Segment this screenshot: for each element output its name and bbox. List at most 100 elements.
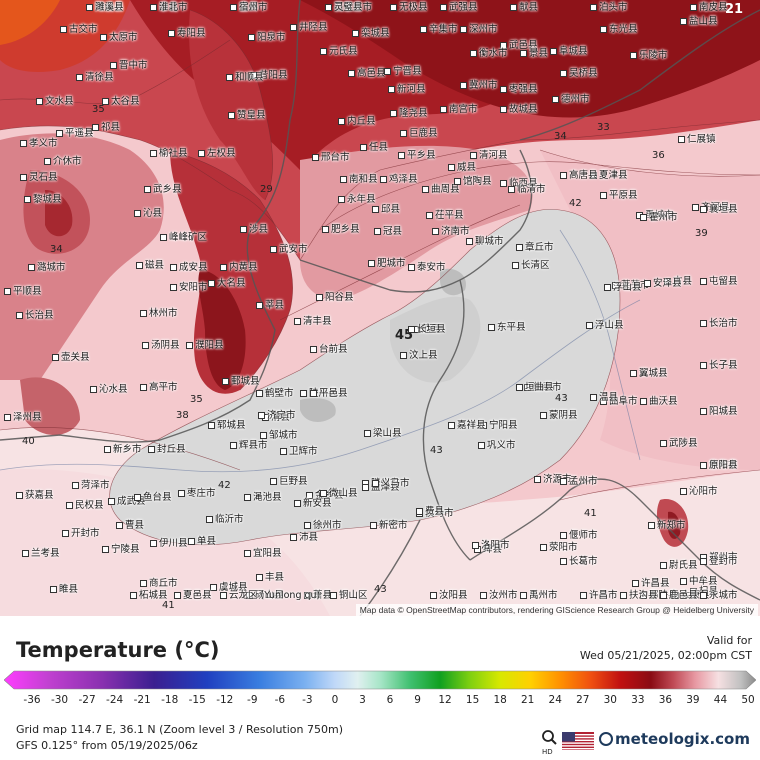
city-label: 衡水市	[470, 48, 508, 59]
city-label: 平乡县	[398, 150, 436, 161]
city-label: 枣强县	[500, 84, 538, 95]
city-label: 辉县市	[230, 440, 268, 451]
city-label: 巩义市	[478, 440, 516, 451]
city-label: 禹州市	[520, 590, 558, 601]
hd-label: HD	[542, 748, 553, 755]
city-label: 单县	[188, 536, 216, 547]
valid-label: Valid for	[706, 634, 752, 647]
contour-label: 21	[725, 2, 744, 17]
city-label: 肥城市	[368, 258, 406, 269]
city-label: 寿阳县	[168, 28, 206, 39]
city-label: 任县	[360, 142, 388, 153]
city-label: 蒙阴县	[540, 410, 578, 421]
contour-label: 34	[554, 131, 567, 142]
city-label: 涉县	[240, 224, 268, 235]
city-label: 莘县	[256, 300, 284, 311]
city-label: 平遥县	[56, 128, 94, 139]
contour-label: 41	[584, 508, 597, 519]
city-label: 长葛市	[560, 556, 598, 567]
city-label: 临清市	[508, 184, 546, 195]
city-label: 宿州市	[230, 2, 268, 13]
city-label: 德州市	[552, 94, 590, 105]
contour-label: 38	[176, 410, 189, 421]
city-label: 太原市	[100, 32, 138, 43]
city-label: 成安县	[170, 262, 208, 273]
city-label: 新安县	[294, 498, 332, 509]
city-label: 武邑县	[500, 40, 538, 51]
map-attribution: Map data © OpenStreetMap contributors, r…	[355, 604, 758, 616]
brand-logo[interactable]: meteologix.com	[599, 730, 750, 748]
city-label: 泽州县	[4, 412, 42, 423]
city-label: 温县	[590, 392, 618, 403]
city-label: 济南市	[432, 226, 470, 237]
scale-tick: 50	[741, 694, 755, 706]
city-label: 沁水县	[90, 384, 128, 395]
city-label: 高邑县	[348, 68, 386, 79]
scale-tick: -36	[23, 694, 41, 706]
city-label: 磁县	[136, 260, 164, 271]
city-label: 徐州市	[304, 520, 342, 531]
city-label: 柘城县	[130, 590, 168, 601]
city-label: 梁山县	[364, 428, 402, 439]
city-label: 丰县	[256, 572, 284, 583]
city-label: 洛阳市	[472, 540, 510, 551]
city-label: 永年县	[338, 194, 376, 205]
city-label: 巨鹿县	[400, 128, 438, 139]
scale-tick: 24	[548, 694, 562, 706]
city-label: 郓城县	[208, 420, 246, 431]
city-label: 商丘市	[140, 578, 178, 589]
city-label: 尉氏县	[660, 560, 698, 571]
city-label: 济源市	[534, 474, 572, 485]
city-label: 铜山区	[330, 590, 368, 601]
city-label: 安泽县	[644, 278, 682, 289]
city-label: 鹿邑县	[660, 590, 698, 601]
city-label: 东平县	[488, 322, 526, 333]
city-label: 榆社县	[150, 148, 188, 159]
city-label: 费县	[416, 506, 444, 517]
city-label: 黎城县	[24, 194, 62, 205]
city-label: 武乡县	[144, 184, 182, 195]
city-label: 赞皇县	[228, 110, 266, 121]
contour-label: 43	[430, 445, 443, 456]
city-label: 盐山县	[680, 16, 718, 27]
city-label: 武陟县	[660, 438, 698, 449]
city-label: 南皮县	[690, 2, 728, 13]
city-label: 临沂市	[206, 514, 244, 525]
contour-label: 36	[652, 150, 665, 161]
city-label: 夏津县	[590, 170, 628, 181]
city-label: 许昌市	[580, 590, 618, 601]
city-label: 武安市	[270, 244, 308, 255]
city-label: 高唐县	[560, 170, 598, 181]
us-flag-icon[interactable]	[562, 732, 594, 750]
city-label: 卫辉市	[280, 446, 318, 457]
scale-tick: 3	[359, 694, 366, 706]
city-label: 长治县	[16, 310, 54, 321]
city-label: 偃师市	[560, 530, 598, 541]
contour-label: 35	[190, 394, 203, 405]
city-label: 渑池县	[244, 492, 282, 503]
city-label: 灵石县	[20, 172, 58, 183]
city-label: 鸡泽县	[380, 174, 418, 185]
color-scale-bar	[4, 670, 756, 690]
city-label: 云龙区 (Yunlong qu)	[220, 590, 320, 601]
city-label: 邹城市	[260, 430, 298, 441]
contour-label: 41	[162, 600, 175, 611]
scale-tick: 18	[493, 694, 507, 706]
city-label: 辛集市	[420, 24, 458, 35]
city-label: 太谷县	[102, 96, 140, 107]
contour-label: 34	[50, 244, 63, 255]
city-label: 泰安市	[408, 262, 446, 273]
city-label: 故城县	[500, 104, 538, 115]
city-label: 聊城市	[466, 236, 504, 247]
city-label: 晋中市	[110, 60, 148, 71]
city-label: 长垣县	[408, 324, 446, 335]
city-label: 古交市	[60, 24, 98, 35]
city-label: 内丘县	[338, 116, 376, 127]
temperature-map[interactable]: 34 35 36 38 40 42 43 45 39 41 29 21 33 4…	[0, 0, 760, 616]
city-label: 元氏县	[320, 46, 358, 57]
city-label: 井陉县	[290, 22, 328, 33]
zoom-hd-icon[interactable]: HD	[540, 729, 558, 755]
scale-tick: 30	[603, 694, 617, 706]
scale-tick: 44	[713, 694, 728, 706]
brand-name: meteologix.com	[615, 730, 750, 748]
